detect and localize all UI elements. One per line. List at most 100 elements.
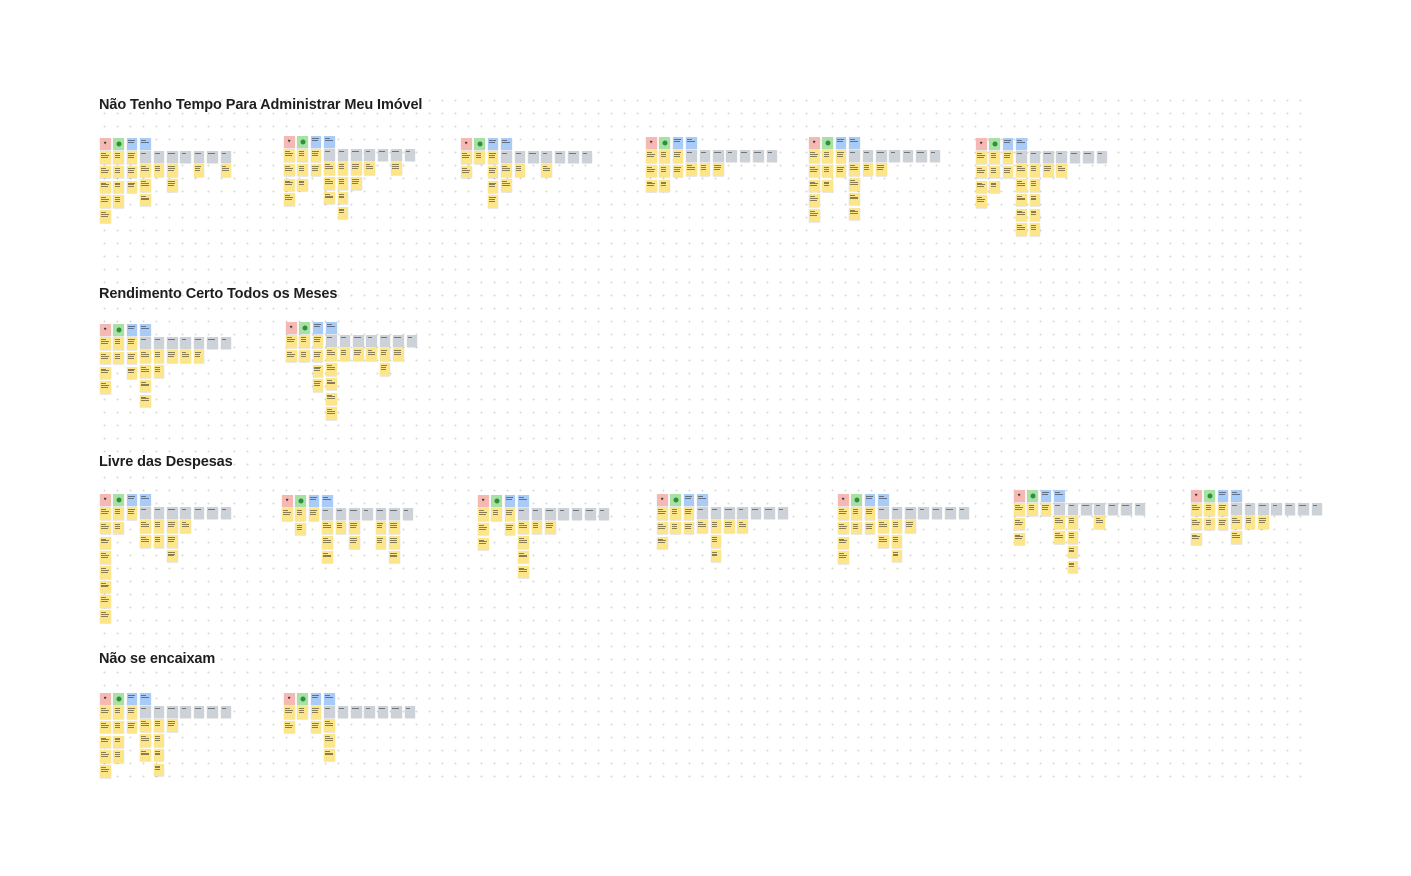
idea-sticky-note[interactable]: [100, 765, 111, 778]
idea-sticky-note[interactable]: [100, 566, 111, 579]
category-header-note[interactable]: [750, 507, 762, 519]
category-header-note[interactable]: [710, 507, 722, 519]
whiteboard-canvas[interactable]: [96, 92, 1312, 782]
idea-sticky-note[interactable]: [140, 179, 151, 192]
persona-note[interactable]: ♥: [284, 136, 295, 148]
category-header-note[interactable]: [737, 507, 748, 519]
category-header-note[interactable]: [220, 337, 232, 349]
category-header-note[interactable]: [531, 508, 543, 520]
idea-sticky-note[interactable]: [375, 536, 387, 549]
idea-sticky-note[interactable]: [683, 507, 695, 520]
idea-sticky-note[interactable]: [389, 550, 400, 564]
idea-sticky-note[interactable]: [322, 536, 333, 549]
idea-sticky-note[interactable]: [335, 521, 347, 534]
idea-sticky-note[interactable]: [100, 551, 111, 564]
idea-sticky-note[interactable]: [140, 734, 151, 747]
idea-sticky-note[interactable]: [683, 521, 695, 535]
category-header-note[interactable]: [337, 149, 349, 161]
category-header-note[interactable]: [1258, 503, 1269, 515]
category-header-note[interactable]: [180, 507, 191, 519]
idea-sticky-note[interactable]: [989, 151, 1000, 164]
category-header-note[interactable]: [207, 151, 218, 163]
category-header-note[interactable]: [916, 150, 927, 162]
category-header-note[interactable]: [1056, 151, 1067, 163]
category-header-note[interactable]: [167, 706, 178, 718]
idea-sticky-note[interactable]: [646, 179, 657, 193]
idea-sticky-note[interactable]: [339, 348, 351, 361]
idea-sticky-note[interactable]: [461, 151, 472, 164]
idea-sticky-note[interactable]: [474, 151, 485, 164]
category-header-note[interactable]: [167, 337, 178, 349]
category-header-note[interactable]: [862, 150, 874, 162]
idea-sticky-note[interactable]: [864, 507, 876, 520]
idea-sticky-note[interactable]: [100, 720, 111, 734]
idea-sticky-note[interactable]: [646, 150, 657, 163]
idea-sticky-note[interactable]: [126, 151, 138, 164]
idea-sticky-note[interactable]: [478, 508, 489, 521]
category-header-note[interactable]: [686, 150, 697, 162]
persona-note[interactable]: ♥: [100, 138, 111, 150]
idea-sticky-note[interactable]: [113, 337, 124, 350]
category-header-note[interactable]: [364, 706, 375, 718]
idea-sticky-note[interactable]: [140, 394, 151, 407]
category-header-note[interactable]: [335, 508, 347, 520]
persona-note[interactable]: [849, 137, 860, 149]
persona-note[interactable]: [312, 322, 324, 334]
idea-sticky-note[interactable]: [193, 164, 205, 177]
category-header-note[interactable]: [1134, 503, 1146, 515]
idea-sticky-note[interactable]: [487, 180, 499, 194]
idea-sticky-note[interactable]: [905, 520, 916, 533]
idea-sticky-note[interactable]: [849, 178, 860, 191]
persona-note[interactable]: [295, 495, 306, 507]
category-header-note[interactable]: [349, 508, 360, 520]
category-header-note[interactable]: [1067, 503, 1079, 515]
idea-sticky-note[interactable]: [976, 180, 987, 194]
idea-sticky-note[interactable]: [379, 348, 391, 361]
category-header-note[interactable]: [1231, 503, 1242, 515]
category-header-note[interactable]: [514, 151, 526, 163]
idea-sticky-note[interactable]: [697, 520, 708, 533]
category-header-note[interactable]: [326, 335, 337, 347]
idea-sticky-note[interactable]: [324, 748, 335, 762]
category-header-note[interactable]: [568, 151, 579, 163]
idea-sticky-note[interactable]: [310, 706, 322, 719]
category-header-note[interactable]: [1081, 503, 1092, 515]
idea-sticky-note[interactable]: [100, 706, 111, 719]
idea-sticky-note[interactable]: [710, 549, 722, 563]
idea-sticky-note[interactable]: [100, 351, 111, 365]
idea-sticky-note[interactable]: [501, 179, 512, 192]
idea-sticky-note[interactable]: [670, 507, 681, 520]
idea-sticky-note[interactable]: [976, 165, 987, 179]
idea-sticky-note[interactable]: [657, 536, 668, 550]
category-header-note[interactable]: [764, 507, 775, 519]
persona-note[interactable]: [1016, 138, 1027, 150]
category-header-note[interactable]: [220, 706, 232, 718]
category-header-note[interactable]: [1069, 151, 1081, 163]
idea-sticky-note[interactable]: [113, 720, 124, 734]
idea-sticky-note[interactable]: [1014, 503, 1025, 516]
category-header-note[interactable]: [207, 706, 218, 718]
persona-note[interactable]: [1217, 490, 1229, 502]
idea-sticky-note[interactable]: [1016, 223, 1027, 236]
persona-note[interactable]: [140, 324, 151, 336]
idea-sticky-note[interactable]: [310, 163, 322, 177]
idea-sticky-note[interactable]: [504, 508, 516, 521]
idea-sticky-note[interactable]: [100, 595, 111, 608]
idea-sticky-note[interactable]: [393, 348, 404, 361]
idea-sticky-note[interactable]: [100, 165, 111, 179]
category-header-note[interactable]: [697, 507, 708, 519]
idea-sticky-note[interactable]: [295, 522, 306, 536]
idea-sticky-note[interactable]: [849, 163, 860, 176]
idea-sticky-note[interactable]: [491, 508, 502, 521]
persona-note[interactable]: ♥: [286, 322, 297, 334]
persona-note[interactable]: [1040, 490, 1052, 502]
category-header-note[interactable]: [849, 150, 860, 162]
persona-note[interactable]: [474, 138, 485, 150]
idea-sticky-note[interactable]: [299, 349, 310, 363]
idea-sticky-note[interactable]: [1029, 208, 1041, 221]
category-header-note[interactable]: [220, 507, 232, 519]
idea-sticky-note[interactable]: [1016, 179, 1027, 192]
category-header-note[interactable]: [724, 507, 735, 519]
persona-note[interactable]: [670, 494, 681, 506]
idea-sticky-note[interactable]: [126, 351, 138, 365]
